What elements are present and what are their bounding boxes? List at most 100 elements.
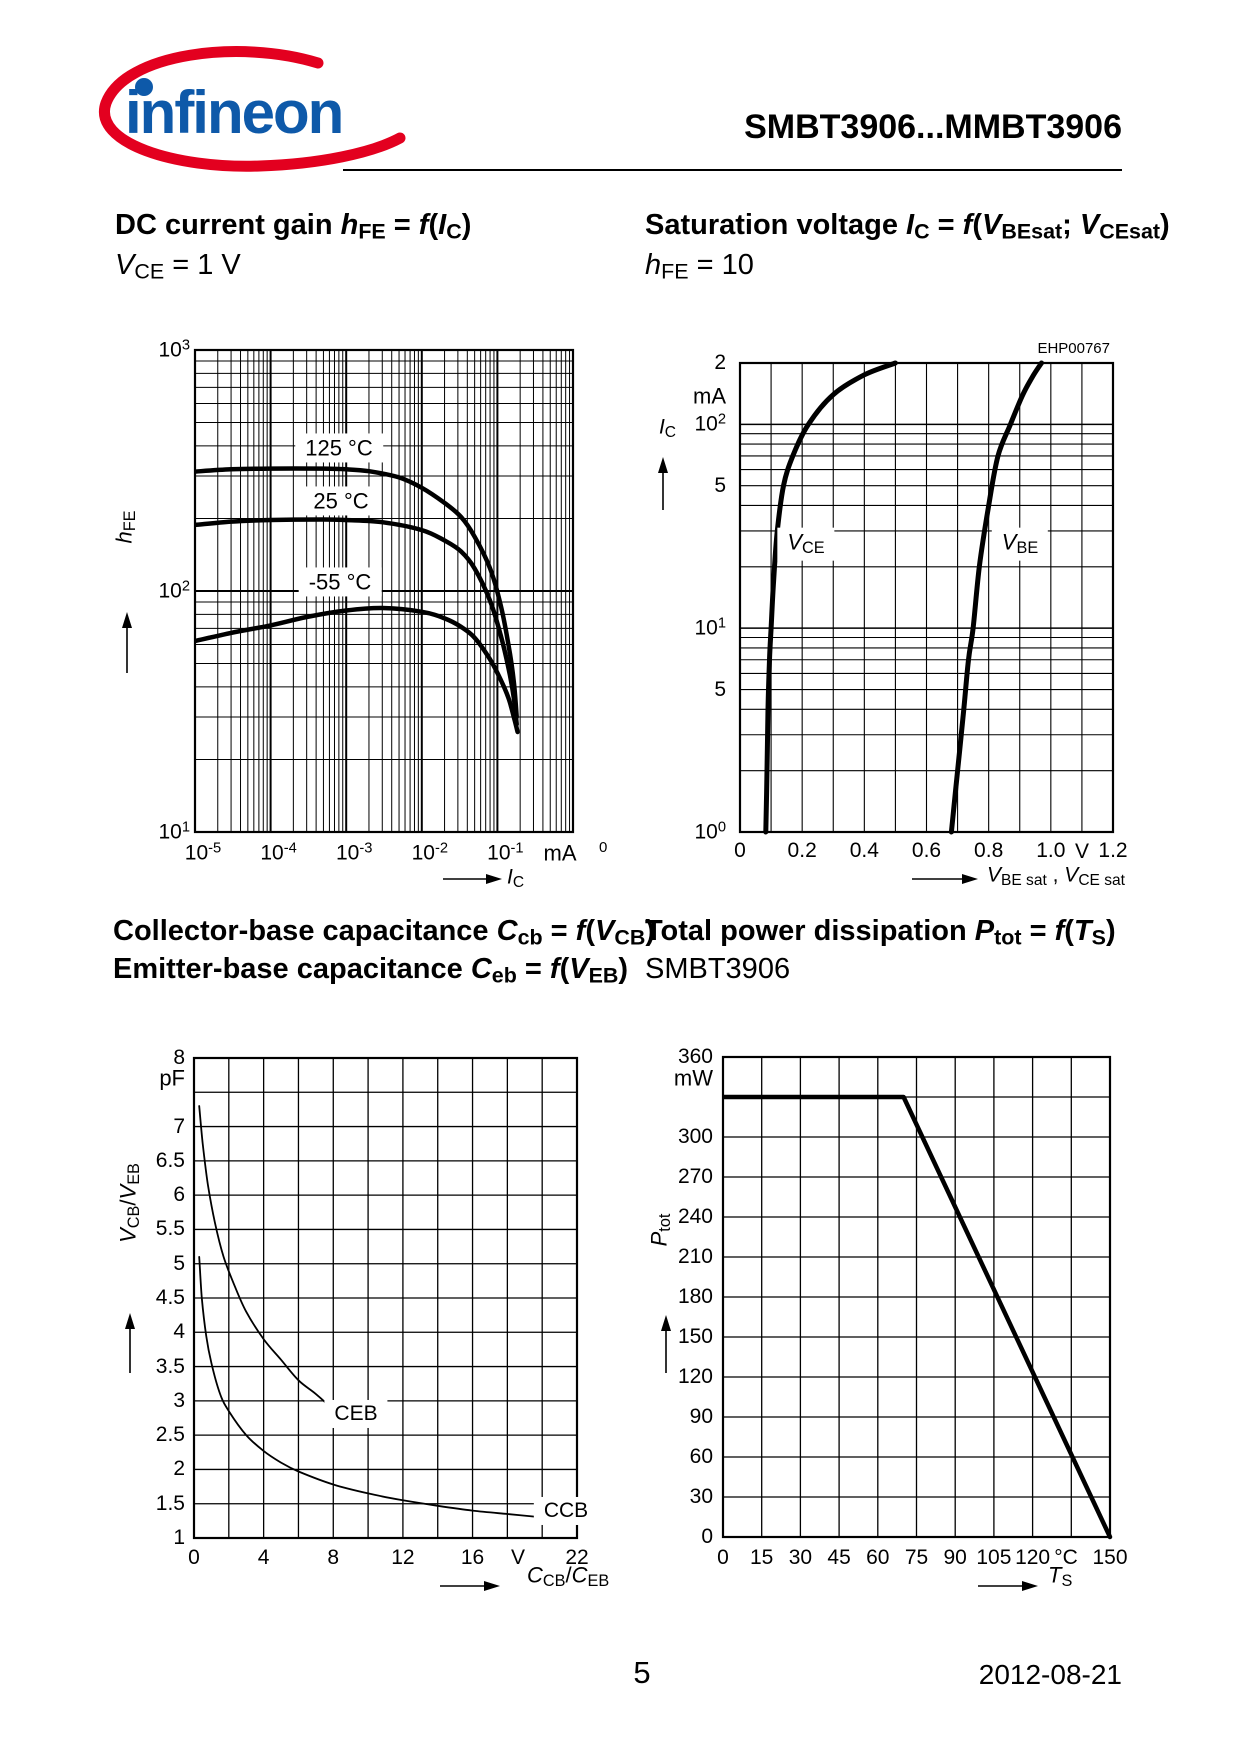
c1-grid (194, 349, 574, 833)
chart3-title-collector: Collector-base capacitance Ccb = f(VCB) (113, 915, 656, 950)
c3-series-1 (198, 1256, 544, 1519)
c4-x-tick-label: 45 (827, 1545, 851, 1569)
chart1-condition: VCE = 1 V (115, 249, 241, 284)
c2-x-axis-label: VBE sat , VCE sat (987, 863, 1125, 890)
c3-x-tick-label: 4 (257, 1545, 270, 1569)
c4-y-tick-label: 360 (677, 1044, 713, 1068)
c1-curves (195, 466, 520, 735)
c2-x-tick-label: 1.0 (1036, 838, 1066, 862)
c1-series-2 (195, 605, 520, 735)
c2-y-tick-label: 102 (694, 411, 726, 436)
c4-y-axis-label: Ptot (646, 1213, 675, 1247)
c2-series-1 (948, 360, 1044, 835)
chart4-condition: SMBT3906 (645, 953, 791, 985)
c2-chart (658, 360, 1115, 884)
c3-x-axis-label: CCB/CEB (527, 1562, 610, 1591)
c1-x-unit-label: mA (543, 840, 577, 866)
c3-x-tick-label: 16 (460, 1545, 485, 1569)
c1-curve-label-2: -55 °C (298, 567, 382, 597)
c1-x-tick-label: 10-5 (184, 840, 222, 865)
c3-y-tick-label: 4 (173, 1320, 185, 1344)
logo-text: infineon (125, 79, 342, 146)
c4-y-tick-label: 30 (689, 1484, 713, 1508)
chart4-title: Total power dissipation Ptot = f(TS) (645, 915, 1116, 950)
chart2-title: Saturation voltage IC = f(VBEsat; VCEsat… (645, 209, 1170, 244)
figure-id-label: EHP00767 (1037, 340, 1110, 357)
c1-curve-label-1: 25 °C (303, 486, 379, 516)
c4-y-tick-label: 240 (677, 1204, 713, 1228)
c3-y-tick-label: 6 (173, 1183, 185, 1207)
c4-x-tick-label: 0 (717, 1545, 729, 1569)
c3-y-tick-label: 2.5 (155, 1423, 185, 1447)
c4-x-tick-label: 30 (788, 1545, 813, 1569)
c1-x-edge-exponent: 0 (599, 839, 608, 856)
c3-y-tick-label: 1.5 (155, 1491, 185, 1515)
c4-y-tick-label: 0 (701, 1524, 713, 1548)
c4-x-unit-label: °C (1054, 1545, 1078, 1569)
c3-y-axis-label: VCB/VEB (115, 1163, 144, 1243)
c4-x-tick-label: 105 (976, 1545, 1012, 1569)
c2-x-tick-label: 0 (734, 838, 746, 862)
c4-y-tick-label: 120 (677, 1364, 713, 1388)
c2-y-tick-label: 5 (714, 473, 726, 497)
c3-x-tick-label: 8 (327, 1545, 340, 1569)
footer-date: 2012-08-21 (978, 1659, 1122, 1690)
chart3-title-emitter: Emitter-base capacitance Ceb = f(VEB) (113, 953, 629, 988)
c2-x-tick-label: 0.8 (974, 838, 1004, 862)
c1-chart (122, 348, 575, 884)
c1-curve-label-0: 125 °C (295, 433, 383, 463)
c1-x-tick-label: 10-4 (260, 840, 297, 865)
c2-x-tick-label: 0.6 (911, 838, 942, 862)
c4-y-tick-label: 90 (689, 1404, 713, 1428)
c4-y-tick-label: 300 (677, 1124, 713, 1148)
c2-y-tick-label: 5 (714, 677, 726, 701)
c4-x-tick-label: 75 (904, 1545, 929, 1569)
c4-x-axis-label: TS (1048, 1562, 1073, 1591)
c4-y-tick-label: 180 (677, 1284, 713, 1308)
c2-y-tick-label: 2 (714, 350, 726, 374)
c3-x-unit-label: V (510, 1545, 526, 1569)
logo-swoosh (99, 46, 406, 172)
c4-series-0 (723, 1094, 1113, 1540)
c3-x-tick-label: 12 (391, 1545, 415, 1569)
c2-y-tick-label: 100 (694, 819, 726, 844)
c3-series-0 (198, 1105, 335, 1411)
c1-y-axis-label: hFE (111, 510, 140, 544)
c2-y-tick-label: 101 (694, 615, 726, 640)
c1-series-0 (195, 466, 519, 720)
chart1-title: DC current gain hFE = f(IC) (115, 209, 472, 244)
c4-x-tick-label: 90 (943, 1545, 967, 1569)
chart2-condition: hFE = 10 (645, 249, 754, 284)
c3-y-unit-label: pF (159, 1065, 185, 1091)
c1-x-tick-label: 10-3 (335, 840, 373, 865)
c4-y-unit-label: mW (673, 1065, 713, 1091)
c3-curve-label-0: CEB (324, 1399, 388, 1429)
c2-curve-label-1: VBE (991, 527, 1049, 561)
c3-y-tick-label: 1 (173, 1525, 185, 1549)
c4-chart (661, 1055, 1113, 1591)
c1-x-tick-label: 10-2 (411, 840, 449, 865)
c3-y-tick-label: 6.5 (155, 1148, 185, 1172)
c4-x-tick-label: 150 (1092, 1545, 1128, 1569)
c4-y-tick-label: 210 (677, 1244, 713, 1268)
c2-curve-label-0: VCE (777, 527, 835, 561)
c4-curves (723, 1094, 1113, 1540)
c3-y-tick-label: 7 (173, 1114, 185, 1138)
c1-y-tick-label: 103 (158, 337, 190, 362)
c3-y-tick-label: 3 (173, 1388, 185, 1412)
footer-page-number: 5 (633, 1655, 651, 1690)
infineon-logo: infineon (99, 46, 406, 172)
c3-x-tick-label: 22 (565, 1545, 589, 1569)
c2-x-unit-label: V (1074, 839, 1090, 863)
c2-x-tick-label: 1.2 (1098, 838, 1128, 862)
c1-x-tick-label: 10-1 (487, 840, 524, 865)
c1-y-tick-label: 101 (158, 819, 190, 844)
c4-x-tick-label: 60 (866, 1545, 890, 1569)
c3-y-tick-label: 5 (173, 1251, 185, 1275)
c1-y-tick-label: 102 (158, 578, 190, 603)
c1-x-axis-label: IC (507, 865, 525, 892)
c3-y-tick-label: 3.5 (155, 1354, 185, 1378)
c2-x-tick-label: 0.4 (849, 838, 879, 862)
